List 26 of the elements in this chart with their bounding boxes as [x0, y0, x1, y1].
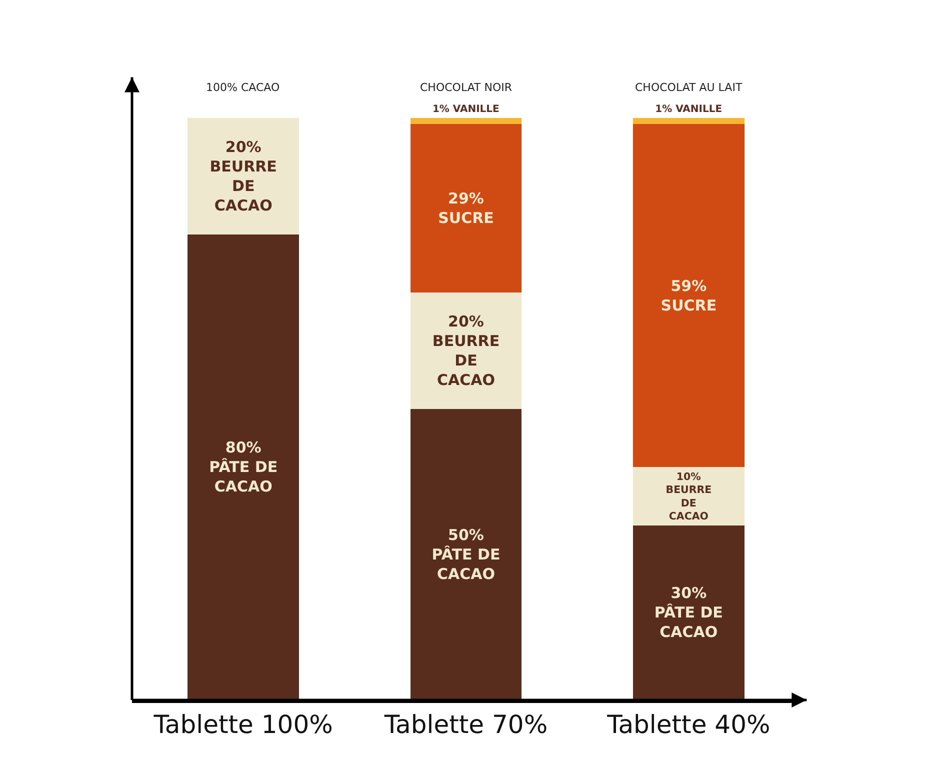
bar: [633, 124, 744, 468]
data-label: 29% SUCRE: [438, 189, 494, 227]
bar: [410, 124, 522, 293]
bar: [633, 467, 744, 526]
data-label: 20% BEURRE DE CACAO: [432, 312, 500, 390]
bar: [188, 234, 299, 700]
data-label: 20% BEURRE DE CACAO: [210, 138, 277, 214]
bar: [633, 525, 744, 700]
data-label: 59% SUCRE: [660, 276, 717, 314]
data-label: 80% PÂTE DE CACAO: [209, 438, 278, 496]
bar: [188, 118, 299, 234]
data-label: 50% PÂTE DE CACAO: [432, 526, 500, 583]
bar: [410, 409, 522, 700]
annotation: CHOCOLAT AU LAIT: [635, 81, 742, 94]
x-tick-label: Tablette 70%: [383, 710, 548, 739]
bar: [410, 292, 522, 409]
data-label: 1% VANILLE: [432, 104, 500, 115]
bar: [410, 118, 522, 124]
data-label: 10% BEURRE DE CACAO: [666, 472, 712, 523]
x-tick-label: Tablette 40%: [606, 710, 770, 739]
annotation: 100% CACAO: [206, 81, 280, 94]
annotation: CHOCOLAT NOIR: [420, 81, 512, 94]
bar: [633, 118, 744, 124]
x-tick-label: Tablette 100%: [152, 710, 333, 739]
data-label: 30% PÂTE DE CACAO: [654, 584, 723, 642]
data-label: 1% VANILLE: [655, 104, 722, 115]
